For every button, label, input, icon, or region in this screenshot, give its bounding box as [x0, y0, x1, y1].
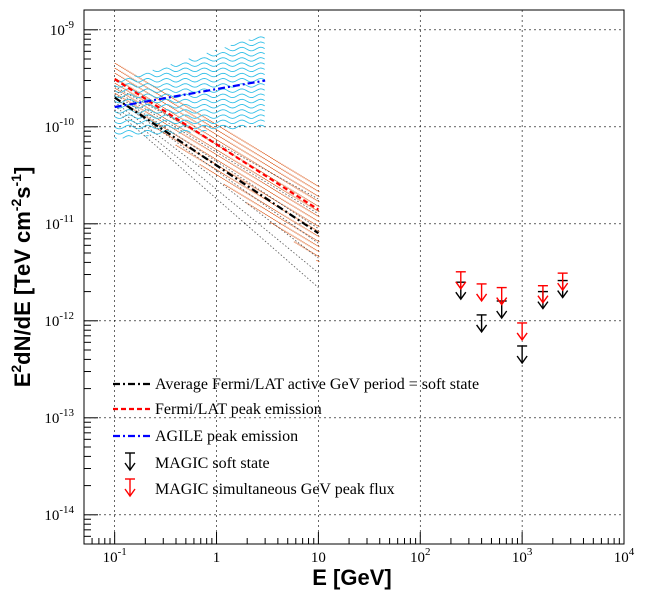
band-wave — [114, 103, 265, 109]
legend-label-fermi-average: Average Fermi/LAT active GeV period = so… — [155, 376, 479, 393]
band-wave — [152, 67, 265, 73]
ul-head — [557, 290, 569, 299]
band-wave — [178, 130, 191, 134]
upper-limit-4-3 — [516, 322, 528, 342]
x-tick-label: 10-1 — [103, 546, 127, 566]
band-0 — [114, 62, 320, 263]
band-wave — [134, 72, 265, 78]
y-tick-label: 10-14 — [44, 504, 74, 524]
upper-limit-4-5 — [557, 272, 569, 292]
band-wave — [214, 49, 217, 52]
band-wave — [114, 98, 265, 104]
ul-head — [124, 488, 136, 498]
x-tick-label: 1 — [213, 550, 221, 566]
band-2 — [114, 86, 319, 288]
band-wave — [230, 41, 265, 47]
x-tick-label: 102 — [410, 546, 431, 566]
band-wave — [114, 119, 265, 125]
ul-head — [476, 324, 488, 334]
band-1 — [114, 36, 265, 139]
upper-limit-4-1 — [476, 283, 488, 303]
legend-label-magic-simultaneous: MAGIC simultaneous GeV peak flux — [155, 481, 395, 498]
band-wave — [114, 83, 265, 88]
band-line — [114, 101, 319, 259]
band-wave — [206, 51, 265, 57]
x-tick-label: 10 — [311, 550, 326, 566]
legend-label-agile-peak: AGILE peak emission — [155, 428, 298, 445]
ul-head — [455, 281, 467, 291]
band-wave — [144, 135, 149, 137]
ul-head — [516, 355, 528, 365]
band-wave — [114, 88, 265, 93]
series-line-2 — [114, 79, 266, 109]
band-wave — [248, 36, 265, 41]
band-line — [114, 93, 319, 229]
band-wave — [114, 114, 265, 119]
x-tick-label: 103 — [512, 546, 533, 566]
series-lines — [114, 78, 320, 235]
band-wave — [200, 130, 207, 132]
band-wave — [188, 57, 265, 62]
y-tick-label: 10-9 — [50, 19, 75, 39]
axis-ticks — [83, 29, 625, 545]
legend-label-magic-soft: MAGIC soft state — [155, 455, 270, 472]
ul-head — [537, 301, 549, 310]
band-wave — [114, 93, 265, 99]
upper-limits — [455, 271, 569, 365]
legend-symbol-3 — [124, 452, 136, 472]
band-wave — [170, 62, 265, 67]
y-axis-title: E2dN/dE [TeV cm-2s-1] — [8, 167, 35, 388]
y-tick-label: 10-10 — [44, 116, 74, 136]
band-wave — [122, 135, 133, 139]
ul-head — [476, 293, 488, 303]
legend-label-fermi-peak: Fermi/LAT peak emission — [155, 401, 322, 418]
ul-head — [455, 291, 467, 301]
x-tick-label: 104 — [614, 546, 635, 566]
ul-head — [516, 332, 528, 342]
band-wave — [256, 124, 265, 128]
band-wave — [116, 77, 265, 83]
ul-head — [496, 310, 508, 320]
upper-limit-4-2 — [496, 286, 508, 306]
y-tick-label: 10-12 — [44, 310, 74, 330]
upper-limit-4-4 — [537, 285, 549, 304]
error-bands — [114, 36, 320, 288]
ul-head — [557, 282, 569, 292]
band-wave — [224, 46, 265, 52]
upper-limit-3-1 — [476, 314, 488, 334]
band-line — [114, 109, 319, 288]
ul-head — [537, 295, 549, 304]
y-tick-labels: 10-14 10-13 10-12 10-11 10-10 10-9 — [44, 19, 74, 524]
y-tick-label: 10-11 — [45, 213, 74, 233]
upper-limit-3-3 — [516, 345, 528, 365]
band-wave — [114, 109, 265, 114]
band-line — [114, 86, 319, 200]
legend: Average Fermi/LAT active GeV period = so… — [113, 376, 479, 498]
y-tick-label: 10-13 — [44, 407, 74, 427]
x-tick-labels: 10-1 1 10 102 103 104 — [103, 546, 635, 566]
grid — [84, 10, 624, 544]
band-wave — [114, 137, 117, 139]
series-line-0 — [114, 96, 320, 235]
ul-head — [124, 462, 136, 472]
legend-symbol-4 — [124, 478, 136, 498]
ul-head — [496, 297, 508, 306]
plot-frame — [83, 9, 625, 545]
upper-limit-4-0 — [455, 271, 467, 291]
x-axis-title: E [GeV] — [312, 565, 391, 590]
band-line — [114, 90, 319, 215]
